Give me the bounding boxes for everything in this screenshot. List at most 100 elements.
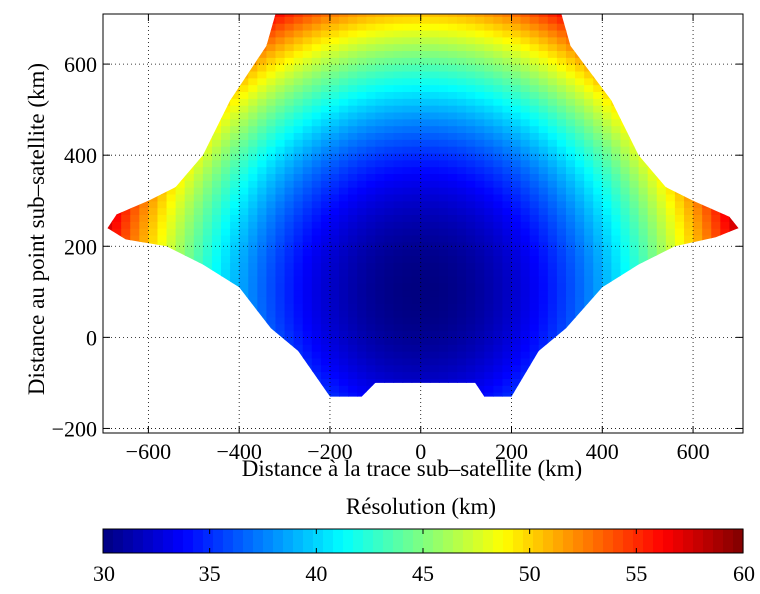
heatmap-cell	[302, 43, 313, 52]
heatmap-cell	[202, 29, 213, 38]
heatmap-cell	[130, 275, 140, 284]
heatmap-cell	[647, 180, 658, 188]
heatmap-cell	[275, 152, 286, 161]
heatmap-cell	[411, 357, 422, 366]
heatmap-cell	[148, 330, 159, 338]
heatmap-cell	[375, 275, 386, 284]
heatmap-cell	[457, 364, 467, 373]
heatmap-cell	[620, 385, 631, 393]
heatmap-cell	[211, 371, 222, 379]
heatmap-cell	[674, 262, 685, 270]
heatmap-cell	[266, 111, 277, 120]
heatmap-cell	[339, 159, 349, 168]
heatmap-cell	[193, 303, 204, 311]
heatmap-cell	[157, 296, 168, 304]
heatmap-cell	[584, 111, 594, 120]
heatmap-cell	[565, 255, 576, 263]
heatmap-cell	[438, 330, 449, 338]
heatmap-cell	[184, 64, 195, 72]
heatmap-cell	[148, 43, 159, 52]
heatmap-cell	[394, 413, 404, 420]
heatmap-cell	[348, 214, 358, 222]
heatmap-cell	[683, 180, 694, 188]
heatmap-cell	[565, 118, 576, 127]
heatmap-cell	[211, 241, 222, 250]
heatmap-cell	[403, 399, 413, 406]
heatmap-cell	[484, 289, 494, 297]
heatmap-cell	[157, 316, 168, 325]
heatmap-cell	[148, 166, 159, 174]
heatmap-cell	[311, 282, 322, 291]
heatmap-cell	[357, 193, 367, 202]
heatmap-cell	[475, 316, 485, 325]
heatmap-cell	[565, 392, 576, 397]
heatmap-cell	[130, 357, 140, 366]
heatmap-cell	[502, 29, 513, 38]
heatmap-cell	[293, 234, 304, 243]
heatmap-cell	[329, 36, 340, 45]
heatmap-cell	[320, 132, 331, 140]
heatmap-cell	[139, 255, 149, 263]
heatmap-cell	[311, 200, 322, 209]
heatmap-cell	[674, 43, 685, 52]
heatmap-cell	[611, 316, 622, 325]
heatmap-cell	[565, 221, 576, 229]
heatmap-cell	[157, 77, 168, 86]
heatmap-cell	[211, 364, 222, 373]
heatmap-cell	[611, 337, 622, 345]
heatmap-cell	[384, 70, 395, 79]
heatmap-cell	[239, 344, 249, 352]
heatmap-cell	[148, 269, 159, 277]
heatmap-cell	[348, 118, 358, 127]
heatmap-cell	[193, 207, 204, 215]
heatmap-cell	[493, 77, 504, 86]
heatmap-cell	[366, 406, 376, 413]
heatmap-cell	[157, 207, 168, 215]
heatmap-cell	[547, 105, 558, 113]
heatmap-cell	[311, 228, 322, 236]
heatmap-cell	[257, 84, 268, 93]
heatmap-cell	[711, 419, 721, 426]
heatmap-cell	[166, 221, 177, 229]
heatmap-cell	[720, 248, 730, 256]
heatmap-cell	[674, 207, 685, 215]
heatmap-cell	[702, 146, 712, 154]
heatmap-cell	[193, 316, 204, 325]
heatmap-cell	[547, 43, 558, 52]
heatmap-cell	[711, 426, 721, 433]
heatmap-cell	[248, 303, 258, 311]
heatmap-cell	[239, 187, 249, 195]
heatmap-cell	[230, 228, 240, 236]
heatmap-cell	[429, 316, 440, 325]
heatmap-cell	[211, 159, 222, 168]
heatmap-cell	[520, 159, 531, 168]
heatmap-cell	[575, 234, 585, 243]
heatmap-cell	[556, 241, 567, 250]
heatmap-cell	[438, 234, 449, 243]
heatmap-cell	[529, 364, 540, 373]
heatmap-cell	[665, 139, 676, 147]
heatmap-cell	[665, 43, 676, 52]
heatmap-cell	[674, 385, 685, 393]
heatmap-cell	[447, 357, 458, 366]
heatmap-cell	[611, 57, 622, 65]
heatmap-cell	[311, 337, 322, 345]
heatmap-cell	[565, 16, 576, 24]
heatmap-cell	[511, 337, 522, 345]
heatmap-cell	[248, 426, 258, 433]
heatmap-cell	[484, 426, 494, 433]
heatmap-cell	[529, 337, 540, 345]
colorbar-swatch	[163, 529, 174, 553]
heatmap-cell	[702, 419, 712, 426]
heatmap-cell	[484, 132, 494, 140]
heatmap-cell	[302, 357, 313, 366]
heatmap-cell	[193, 77, 204, 86]
heatmap-cell	[393, 228, 404, 236]
heatmap-cell	[466, 269, 476, 277]
heatmap-cell	[107, 98, 113, 106]
heatmap-cell	[584, 323, 594, 332]
heatmap-cell	[629, 173, 640, 181]
heatmap-cell	[366, 43, 376, 52]
heatmap-cell	[130, 50, 140, 58]
heatmap-cell	[674, 50, 685, 58]
